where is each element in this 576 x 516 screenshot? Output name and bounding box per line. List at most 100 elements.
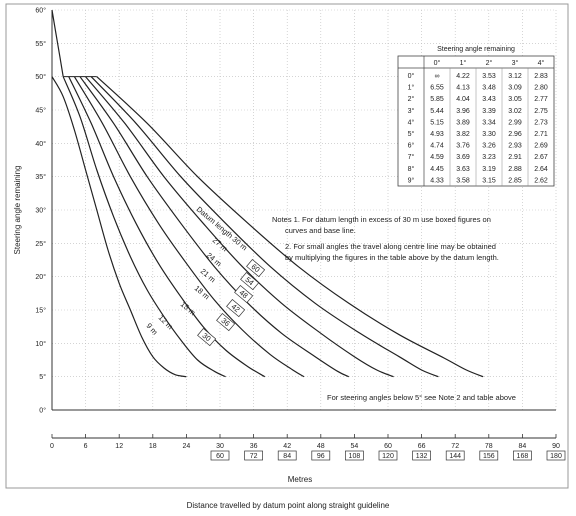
table-cell: 5.15 [430, 119, 444, 126]
table-cell: 2.91 [508, 154, 522, 161]
y-tick-label: 50° [35, 73, 46, 81]
axes: 0° 5° 10° 15° 20° 25° 30° 35° 40° 45° 50° 55° 60° 0 6 1… [35, 7, 566, 461]
series-curve [62, 76, 226, 378]
datum-curve [51, 9, 64, 77]
table-cell: 3.15 [482, 177, 496, 184]
series-curve [51, 76, 187, 378]
curve-label-box: 30 [197, 328, 217, 347]
y-tick-label: 35° [35, 173, 46, 181]
x-boxed-tick-label: 108 [349, 453, 361, 460]
table-cell: 4.33 [430, 177, 444, 184]
table-col-header: 1° [460, 59, 467, 67]
table-row-header: 1° [408, 84, 415, 92]
x-boxed-tick-label: 132 [416, 453, 428, 460]
table-cell: 2.96 [508, 131, 522, 138]
series-curve [85, 76, 394, 378]
table-cell: 4.74 [430, 143, 444, 150]
table-cell: 2.88 [508, 166, 522, 173]
table-row-header: 0° [408, 72, 415, 80]
x-boxed-tick-label: 60 [216, 453, 224, 460]
series-curve [68, 76, 266, 378]
table-cell: 5.85 [430, 96, 444, 103]
table-cell: 3.05 [508, 96, 522, 103]
table-cell: 3.82 [456, 131, 470, 138]
table-cell: 3.48 [482, 85, 496, 92]
table-cell: 3.43 [482, 96, 496, 103]
table-cell: 3.23 [482, 154, 496, 161]
table-cell: 3.26 [482, 143, 496, 150]
x-tick-label: 90 [552, 443, 560, 450]
table-cell: 3.39 [482, 108, 496, 115]
table-cell: 4.93 [430, 131, 444, 138]
table-title: Steering angle remaining [437, 46, 515, 53]
series-curve [96, 76, 484, 378]
x-boxed-tick-box [412, 450, 431, 461]
x-tick-label: 54 [351, 443, 359, 450]
y-tick-label: 0° [39, 407, 46, 415]
table-cell: 3.19 [482, 166, 496, 173]
table-cell: 3.12 [508, 73, 522, 80]
table-cell: 3.76 [456, 143, 470, 150]
x-boxed-tick-box [546, 450, 566, 461]
steering-table: Steering angle remaining 0° 1° 2° 3° 4° 0° ∞ 4.… [397, 46, 555, 187]
x-boxed-tick-box [210, 450, 230, 461]
table-cell: 4.45 [430, 166, 444, 173]
x-tick-label: 18 [149, 443, 157, 450]
x-boxed-tick-box [244, 450, 263, 461]
curve-label-box-frame [240, 272, 260, 291]
table-row-header: 4° [408, 118, 415, 126]
table-row-header: 9° [408, 176, 415, 184]
x-boxed-tick-label: 84 [283, 453, 291, 460]
table-col-header: 2° [486, 59, 493, 67]
table-cell: 3.58 [456, 177, 470, 184]
x-tick-label: 66 [418, 443, 426, 450]
curve-label-box-frame [197, 328, 217, 347]
note-line-4: by multiplying the figures in the table … [285, 253, 499, 262]
x-boxed-tick-box [277, 450, 297, 461]
y-tick-label: 10° [35, 340, 46, 348]
series-curve [90, 76, 439, 378]
x-boxed-tick-label: 156 [483, 453, 495, 460]
table-cell: 3.09 [508, 85, 522, 92]
table-cell: 4.22 [456, 73, 470, 80]
note-line-3: 2. For small angles the travel along cen… [285, 242, 496, 251]
series-curve [73, 76, 305, 378]
x-boxed-tick-label: 168 [517, 453, 529, 460]
x-boxed-tick-label: 96 [317, 453, 325, 460]
table-cell: 3.34 [482, 119, 496, 126]
note-line-1: Notes 1. For datum length in excess of 3… [272, 215, 491, 224]
x-tick-label: 48 [317, 443, 325, 450]
x-tick-label: 12 [115, 443, 123, 450]
table-cell: 3.30 [482, 131, 496, 138]
x-boxed-tick-box [445, 450, 465, 461]
x-tick-label: 36 [250, 443, 258, 450]
y-tick-label: 45° [35, 107, 46, 115]
x-tick-label: 42 [283, 443, 291, 450]
x-tick-label: 24 [183, 443, 191, 450]
y-tick-label: 60° [35, 7, 46, 15]
note-line-2: curves and base line. [285, 226, 356, 235]
table-cell: 2.80 [534, 85, 548, 92]
table-row-header: 7° [408, 153, 415, 161]
x-tick-label: 0 [50, 443, 54, 450]
y-tick-label: 30° [35, 207, 46, 215]
y-axis-label: Steering angle remaining [13, 166, 22, 255]
table-row-header: 3° [408, 107, 415, 115]
table-row-header: 2° [408, 95, 415, 103]
table-cell: 2.67 [534, 154, 548, 161]
x-tick-label: 6 [84, 443, 88, 450]
table-row-header: 6° [408, 142, 415, 150]
curve-label-box-frame [226, 299, 246, 318]
table-cell: 5.44 [430, 108, 444, 115]
table-cell: 2.99 [508, 119, 522, 126]
table-cell: 2.73 [534, 119, 548, 126]
y-tick-label: 20° [35, 273, 46, 281]
curve-label-box: 54 [240, 272, 260, 291]
x-boxed-tick-label: 120 [382, 453, 394, 460]
table-row-header: 5° [408, 130, 415, 138]
x-boxed-tick-label: 144 [449, 453, 461, 460]
curve-label-box-frame [216, 313, 236, 332]
x-boxed-tick-label: 180 [550, 453, 562, 460]
x-boxed-tick-box [378, 450, 398, 461]
